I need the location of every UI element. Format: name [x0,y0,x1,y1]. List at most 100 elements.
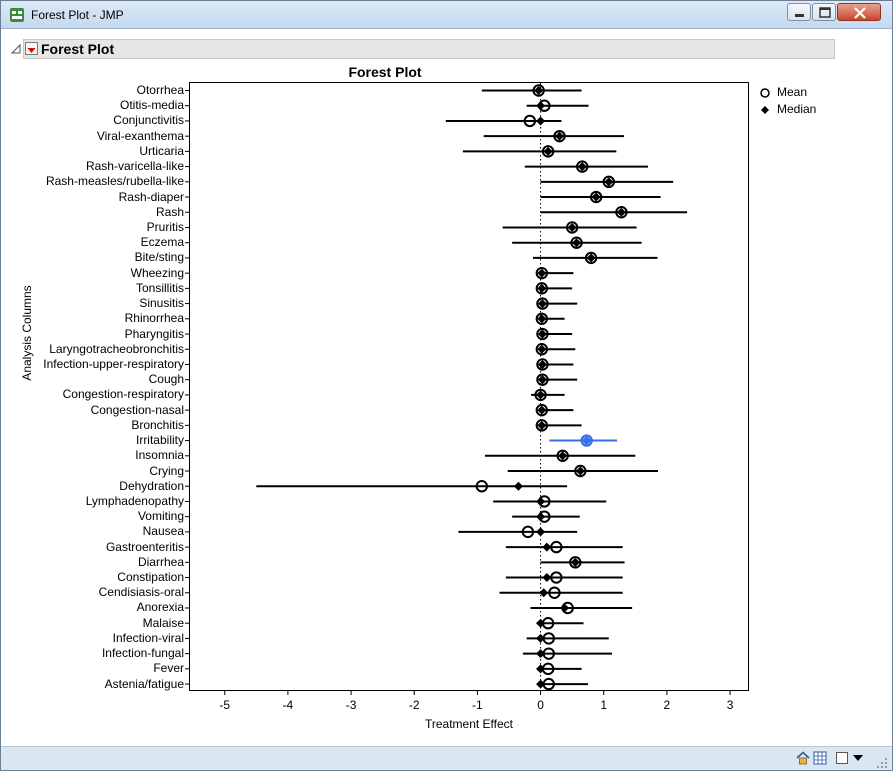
median-marker [604,177,614,187]
category-label: Lymphadenopathy [85,493,184,508]
median-marker [536,512,546,522]
median-marker [537,405,547,415]
x-axis-label: Treatment Effect [424,717,514,731]
mean-marker [550,540,563,554]
diamond-icon [761,106,769,114]
category-label: Bite/sting [134,250,184,265]
category-label: Wheezing [130,265,184,280]
x-tick-label: 2 [663,698,671,712]
minimize-button[interactable] [787,3,811,21]
median-marker [586,253,596,263]
median-marker [536,633,546,643]
median-marker [542,542,552,552]
category-label: Crying [149,463,184,478]
category-label: Pharyngitis [124,326,184,341]
resize-grip-icon[interactable] [876,757,888,769]
outline-header [23,39,835,59]
status-bar [1,746,892,770]
category-label: Dehydration [119,478,184,493]
legend-label-mean: Mean [777,85,808,99]
mean-marker [538,495,551,508]
red-triangle-icon [27,48,36,53]
category-label: Rash-measles/rubella-like [45,174,184,189]
x-tick-label: 1 [600,698,608,712]
median-marker [572,238,582,248]
mean-marker [521,525,535,539]
mean-marker [535,419,549,432]
plot-frame[interactable] [189,82,749,691]
close-icon [854,7,866,19]
mean-marker [574,464,587,478]
mean-marker [541,662,555,676]
chart-title: Forest Plot [348,64,422,80]
category-label: Insomnia [135,448,184,463]
median-marker [537,329,547,339]
y-axis-label: Analysis Columns [20,285,34,381]
mean-marker [523,114,537,128]
median-marker [539,588,549,598]
category-label: Eczema [140,235,184,250]
open-circle-icon [760,88,770,98]
mean-marker [565,221,579,234]
median-marker [537,359,547,369]
mean-marker [536,373,549,386]
maximize-button[interactable] [812,3,836,21]
x-tick-label: 3 [726,698,734,712]
mean-marker [534,388,547,402]
red-triangle-menu-button[interactable] [25,42,38,55]
mean-marker [576,160,589,173]
data-table-icon[interactable] [813,751,827,765]
mean-marker [553,129,566,143]
median-marker [537,283,547,293]
mean-marker [536,358,549,371]
window-list-checkbox[interactable] [836,752,848,764]
disclosure-triangle-icon[interactable] [11,44,21,54]
mean-marker [569,556,582,569]
mean-marker [535,403,549,417]
mean-marker [535,282,549,295]
median-marker [536,101,546,111]
category-label: Sinusitis [139,296,184,311]
category-label: Fever [153,661,184,676]
mean-marker [541,145,555,158]
mean-marker [532,84,545,97]
category-label: Tonsillitis [135,280,184,295]
mean-marker [535,266,549,280]
category-label: Cough [148,372,184,387]
home-icon[interactable] [796,751,810,765]
mean-marker [615,206,628,219]
median-marker [536,649,546,659]
median-marker [555,131,565,141]
median-marker [536,679,546,689]
title-bar[interactable]: Forest Plot - JMP [1,1,892,29]
category-label: Astenia/fatigue [104,676,184,691]
median-marker [558,451,568,461]
category-label: Nausea [142,524,184,539]
chevron-down-icon[interactable] [853,754,863,762]
category-label: Irritability [135,433,184,448]
category-label: Cendisiasis-oral [98,585,184,600]
x-tick-label: 0 [537,698,544,712]
x-tick-label: -1 [472,698,483,712]
median-marker [537,268,547,278]
median-marker [537,314,547,324]
mean-marker [542,632,555,645]
median-marker [591,192,601,202]
median-marker [536,116,546,126]
category-label: Viral-exanthema [96,128,184,143]
window-title: Forest Plot - JMP [31,8,124,22]
mean-marker [580,434,593,447]
category-label: Rash-varicella-like [85,159,184,174]
jmp-app-icon [10,8,24,22]
close-button[interactable] [837,3,881,21]
median-marker [513,481,523,491]
mean-marker [602,175,615,189]
median-marker [570,557,580,567]
median-marker [577,162,587,172]
median-marker [536,390,546,400]
category-label: Anorexia [136,600,184,615]
median-marker [542,573,552,583]
x-tick-label: -2 [408,698,420,712]
maximize-icon [819,7,831,18]
